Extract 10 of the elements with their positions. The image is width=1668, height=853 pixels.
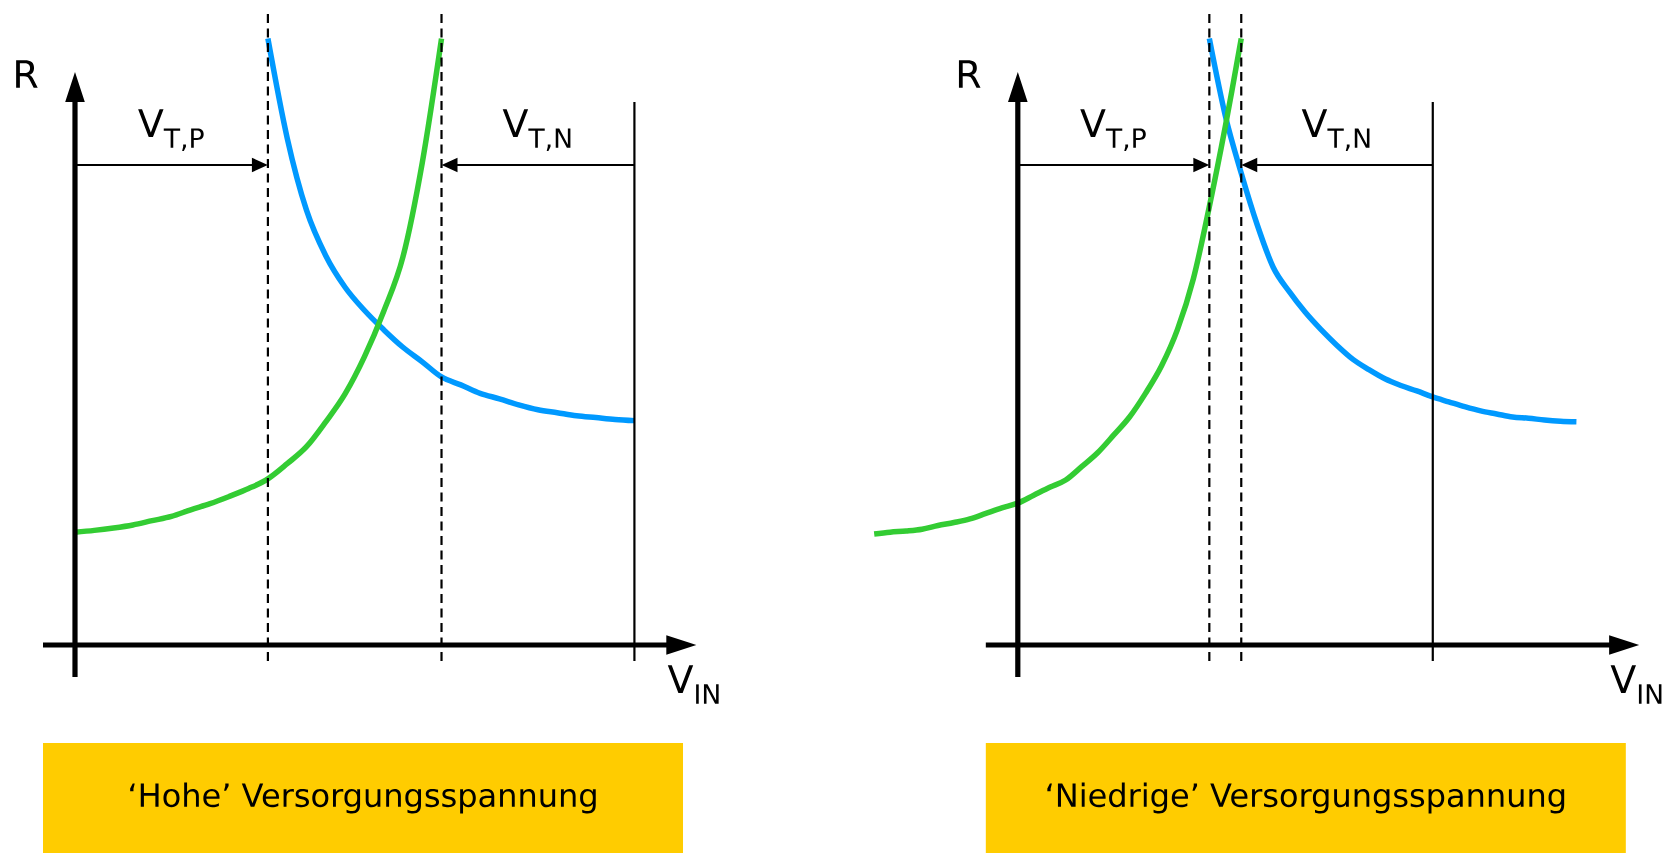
annotation: V$_{T,N}$ [1301,109,1370,151]
x-axis-title: V$_{IN}$ [1610,665,1662,704]
annotation: V$_{T,P}$ [138,109,204,151]
y-axis-title: R [16,60,38,88]
x-axis-title: V$_{IN}$ [667,665,719,704]
y-axis-title: R [958,60,981,88]
text: ‘Niedrige’ Versorgungsspannung [1047,782,1565,814]
annotation: V$_{T,N}$ [502,109,571,151]
text: ‘Hohe’ Versorgungsspannung [130,782,596,814]
annotation: V$_{T,P}$ [1080,109,1146,151]
